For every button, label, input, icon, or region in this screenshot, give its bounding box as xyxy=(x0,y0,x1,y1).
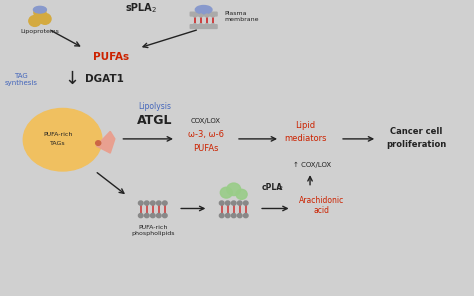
Text: ↑ COX/LOX: ↑ COX/LOX xyxy=(293,162,331,168)
Circle shape xyxy=(156,213,161,218)
Circle shape xyxy=(219,213,224,218)
Circle shape xyxy=(219,201,224,205)
Ellipse shape xyxy=(23,108,102,171)
Circle shape xyxy=(231,201,236,205)
Text: Plasma
membrane: Plasma membrane xyxy=(225,11,259,22)
Circle shape xyxy=(163,213,167,218)
Text: PUFAs: PUFAs xyxy=(193,144,219,152)
Text: PUFAs: PUFAs xyxy=(93,52,129,62)
Circle shape xyxy=(237,201,242,205)
Circle shape xyxy=(244,201,248,205)
Circle shape xyxy=(138,201,143,205)
Circle shape xyxy=(145,201,149,205)
Text: PUFA-rich: PUFA-rich xyxy=(43,132,73,137)
Text: ↓: ↓ xyxy=(64,70,80,88)
Text: mediators: mediators xyxy=(284,134,327,143)
Text: Lipid: Lipid xyxy=(295,121,316,130)
Circle shape xyxy=(29,15,41,26)
Circle shape xyxy=(244,213,248,218)
Circle shape xyxy=(227,183,241,196)
Circle shape xyxy=(96,141,101,145)
Text: DGAT1: DGAT1 xyxy=(85,74,124,84)
Circle shape xyxy=(236,189,247,199)
FancyBboxPatch shape xyxy=(190,25,217,28)
Circle shape xyxy=(150,213,155,218)
Text: PUFA-rich
phospholipids: PUFA-rich phospholipids xyxy=(131,225,174,236)
Ellipse shape xyxy=(195,6,212,14)
FancyBboxPatch shape xyxy=(190,12,217,16)
Text: Cancer cell: Cancer cell xyxy=(390,127,443,136)
Circle shape xyxy=(205,24,209,27)
Circle shape xyxy=(226,213,230,218)
Circle shape xyxy=(156,201,161,205)
Text: Lipoproteins: Lipoproteins xyxy=(20,29,59,34)
Circle shape xyxy=(145,213,149,218)
Circle shape xyxy=(237,213,242,218)
Polygon shape xyxy=(96,131,115,153)
Circle shape xyxy=(138,213,143,218)
Circle shape xyxy=(199,24,202,27)
Text: TAGs: TAGs xyxy=(50,141,66,147)
Circle shape xyxy=(34,7,46,18)
Circle shape xyxy=(39,13,51,24)
Circle shape xyxy=(163,201,167,205)
Text: Arachidonic: Arachidonic xyxy=(299,196,344,205)
Text: ATGL: ATGL xyxy=(137,115,173,128)
Text: sPLA: sPLA xyxy=(125,4,152,13)
Ellipse shape xyxy=(34,7,46,13)
Circle shape xyxy=(205,14,209,17)
Circle shape xyxy=(150,201,155,205)
Circle shape xyxy=(193,24,197,27)
Circle shape xyxy=(193,14,197,17)
Text: 2: 2 xyxy=(279,186,283,192)
Circle shape xyxy=(211,24,215,27)
Circle shape xyxy=(211,14,215,17)
Text: 2: 2 xyxy=(151,7,156,13)
Circle shape xyxy=(231,213,236,218)
Circle shape xyxy=(220,187,232,198)
Circle shape xyxy=(199,14,202,17)
Text: proliferation: proliferation xyxy=(386,140,447,149)
Text: cPLA: cPLA xyxy=(262,183,283,192)
Text: COX/LOX: COX/LOX xyxy=(191,118,221,124)
Text: TAG
synthesis: TAG synthesis xyxy=(4,73,37,86)
Text: Lipolysis: Lipolysis xyxy=(138,102,172,111)
Text: ω-3, ω-6: ω-3, ω-6 xyxy=(188,130,224,139)
Text: acid: acid xyxy=(314,206,329,215)
Circle shape xyxy=(226,201,230,205)
